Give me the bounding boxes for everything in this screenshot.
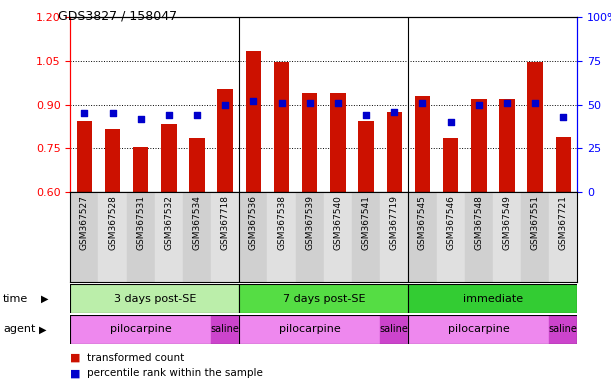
Text: agent: agent — [3, 324, 35, 334]
Text: pilocarpine: pilocarpine — [110, 324, 172, 334]
Point — [474, 101, 484, 108]
Bar — [76, 121, 92, 367]
Text: immediate: immediate — [463, 293, 523, 304]
Text: pilocarpine: pilocarpine — [448, 324, 510, 334]
Point — [164, 112, 174, 118]
Bar — [183, 192, 211, 282]
Text: GSM367531: GSM367531 — [136, 195, 145, 250]
Text: saline: saline — [211, 324, 240, 334]
Text: GSM367540: GSM367540 — [334, 195, 342, 250]
Text: ▶: ▶ — [38, 324, 46, 334]
Point — [305, 100, 315, 106]
Bar — [521, 192, 549, 282]
Bar — [98, 192, 126, 282]
Bar — [380, 192, 408, 282]
Point — [389, 109, 399, 115]
Point — [249, 98, 258, 104]
Bar — [211, 315, 240, 344]
Bar — [296, 192, 324, 282]
Bar — [302, 93, 318, 367]
Bar — [358, 121, 374, 367]
Bar — [527, 63, 543, 367]
Bar — [471, 99, 486, 367]
Text: GSM367532: GSM367532 — [164, 195, 174, 250]
Bar — [499, 99, 514, 367]
Text: GSM367546: GSM367546 — [446, 195, 455, 250]
Point — [136, 116, 145, 122]
Bar — [408, 284, 577, 313]
Text: GSM367719: GSM367719 — [390, 195, 399, 250]
Bar — [70, 284, 240, 313]
Bar — [133, 147, 148, 367]
Text: GSM367541: GSM367541 — [362, 195, 371, 250]
Bar — [268, 192, 296, 282]
Text: GSM367534: GSM367534 — [192, 195, 202, 250]
Point — [417, 100, 427, 106]
Bar — [218, 89, 233, 367]
Text: saline: saline — [549, 324, 578, 334]
Point — [79, 110, 89, 116]
Text: GDS3827 / 158047: GDS3827 / 158047 — [58, 10, 177, 23]
Bar — [549, 192, 577, 282]
Point — [192, 112, 202, 118]
Bar — [436, 192, 465, 282]
Bar — [211, 192, 240, 282]
Bar — [408, 315, 549, 344]
Bar — [324, 192, 352, 282]
Bar — [493, 192, 521, 282]
Bar — [240, 315, 380, 344]
Text: saline: saline — [380, 324, 409, 334]
Text: GSM367527: GSM367527 — [80, 195, 89, 250]
Bar — [465, 192, 493, 282]
Bar — [189, 138, 205, 367]
Text: GSM367548: GSM367548 — [474, 195, 483, 250]
Point — [108, 110, 117, 116]
Bar — [387, 112, 402, 367]
Bar — [161, 124, 177, 367]
Point — [221, 101, 230, 108]
Text: transformed count: transformed count — [87, 353, 185, 363]
Text: ■: ■ — [70, 368, 81, 378]
Text: ▶: ▶ — [41, 294, 48, 304]
Bar — [408, 192, 436, 282]
Text: GSM367528: GSM367528 — [108, 195, 117, 250]
Bar — [246, 51, 261, 367]
Text: GSM367538: GSM367538 — [277, 195, 286, 250]
Bar — [380, 315, 408, 344]
Bar — [155, 192, 183, 282]
Point — [361, 112, 371, 118]
Point — [445, 119, 455, 125]
Text: time: time — [3, 294, 28, 304]
Bar — [352, 192, 380, 282]
Text: GSM367539: GSM367539 — [306, 195, 314, 250]
Bar — [415, 96, 430, 367]
Text: GSM367718: GSM367718 — [221, 195, 230, 250]
Point — [277, 100, 287, 106]
Bar — [104, 129, 120, 367]
Text: pilocarpine: pilocarpine — [279, 324, 340, 334]
Bar — [240, 192, 268, 282]
Bar — [70, 315, 211, 344]
Bar — [126, 192, 155, 282]
Text: 3 days post-SE: 3 days post-SE — [114, 293, 196, 304]
Bar — [443, 138, 458, 367]
Bar — [240, 284, 408, 313]
Text: GSM367545: GSM367545 — [418, 195, 427, 250]
Text: ■: ■ — [70, 353, 81, 363]
Point — [502, 100, 512, 106]
Text: GSM367536: GSM367536 — [249, 195, 258, 250]
Bar — [274, 63, 290, 367]
Text: GSM367551: GSM367551 — [530, 195, 540, 250]
Text: GSM367549: GSM367549 — [502, 195, 511, 250]
Text: percentile rank within the sample: percentile rank within the sample — [87, 368, 263, 378]
Bar — [555, 137, 571, 367]
Bar — [330, 93, 346, 367]
Bar — [549, 315, 577, 344]
Point — [530, 100, 540, 106]
Point — [558, 114, 568, 120]
Text: 7 days post-SE: 7 days post-SE — [282, 293, 365, 304]
Point — [333, 100, 343, 106]
Text: GSM367721: GSM367721 — [559, 195, 568, 250]
Bar — [70, 192, 98, 282]
